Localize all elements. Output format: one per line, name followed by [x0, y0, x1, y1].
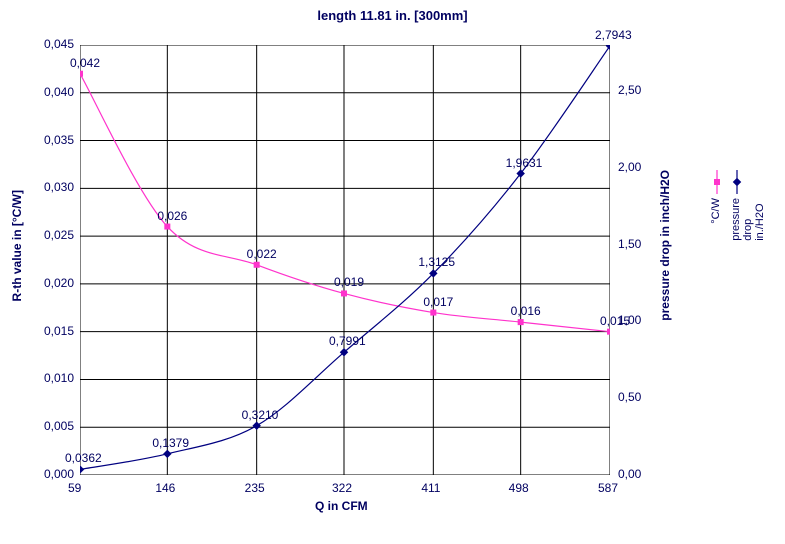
y-left-tick-label: 0,025 [44, 228, 74, 242]
dp-point-label: 1,3125 [418, 255, 455, 269]
rth-series-marker [341, 290, 347, 296]
y-left-tick-label: 0,005 [44, 419, 74, 433]
y-left-tick-label: 0,040 [44, 85, 74, 99]
y-left-tick-label: 0,035 [44, 133, 74, 147]
chart-title: length 11.81 in. [300mm] [0, 8, 785, 23]
rth-series-marker [164, 224, 170, 230]
y-left-tick-label: 0,030 [44, 180, 74, 194]
chart-plot-area [80, 45, 610, 475]
rth-point-label: 0,022 [247, 247, 277, 261]
dp-point-label: 0,1379 [152, 436, 189, 450]
y-right-tick-label: 0,50 [618, 390, 641, 404]
legend-label: °C/W [710, 198, 722, 224]
dp-series-marker [163, 450, 171, 458]
dp-point-label: 0,0362 [65, 451, 102, 465]
rth-point-label: 0,042 [70, 56, 100, 70]
x-tick-label: 235 [245, 481, 265, 495]
rth-point-label: 0,016 [511, 304, 541, 318]
x-axis-label: Q in CFM [315, 499, 368, 513]
y-right-axis-label: pressure drop in inch/H2O [658, 170, 672, 321]
legend-label: pressure drop in./H2O [730, 198, 766, 241]
x-tick-label: 411 [421, 481, 440, 495]
y-left-tick-label: 0,045 [44, 37, 74, 51]
y-left-tick-label: 0,020 [44, 276, 74, 290]
dp-point-label: 0,3210 [242, 408, 279, 422]
rth-point-label: 0,017 [423, 295, 453, 309]
y-left-tick-label: 0,000 [44, 467, 74, 481]
rth-series-marker [430, 310, 436, 316]
chart-legend: °C/W pressure drop in./H2O [710, 170, 750, 370]
legend-swatch [710, 170, 724, 194]
dp-series-marker [80, 465, 84, 473]
legend-item: °C/W [710, 170, 724, 197]
y-right-tick-label: 2,50 [618, 83, 641, 97]
x-tick-label: 146 [155, 481, 175, 495]
y-right-tick-label: 2,00 [618, 160, 641, 174]
dp-series-line [80, 46, 610, 470]
dp-series-marker [252, 421, 260, 429]
y-left-axis-label: R-th value in [°C/W] [10, 190, 24, 301]
y-right-tick-label: 0,00 [618, 467, 641, 481]
rth-point-label: 0,026 [157, 209, 187, 223]
rth-point-label: 0,019 [334, 275, 364, 289]
x-tick-label: 587 [598, 481, 618, 495]
y-right-tick-label: 1,50 [618, 237, 641, 251]
y-right-tick-label: 1,00 [618, 313, 641, 327]
dp-point-label: 2,7943 [595, 28, 632, 42]
rth-series-marker [254, 262, 260, 268]
y-left-tick-label: 0,015 [44, 324, 74, 338]
y-left-tick-label: 0,010 [44, 371, 74, 385]
dp-point-label: 1,9631 [506, 156, 543, 170]
rth-series-marker [607, 329, 610, 335]
dp-point-label: 0,7991 [329, 334, 366, 348]
x-tick-label: 322 [332, 481, 352, 495]
x-tick-label: 498 [509, 481, 529, 495]
rth-series-marker [518, 319, 524, 325]
legend-swatch [730, 170, 744, 194]
rth-series-marker [80, 71, 83, 77]
legend-item: pressure drop in./H2O [730, 170, 744, 197]
x-tick-label: 59 [68, 481, 81, 495]
